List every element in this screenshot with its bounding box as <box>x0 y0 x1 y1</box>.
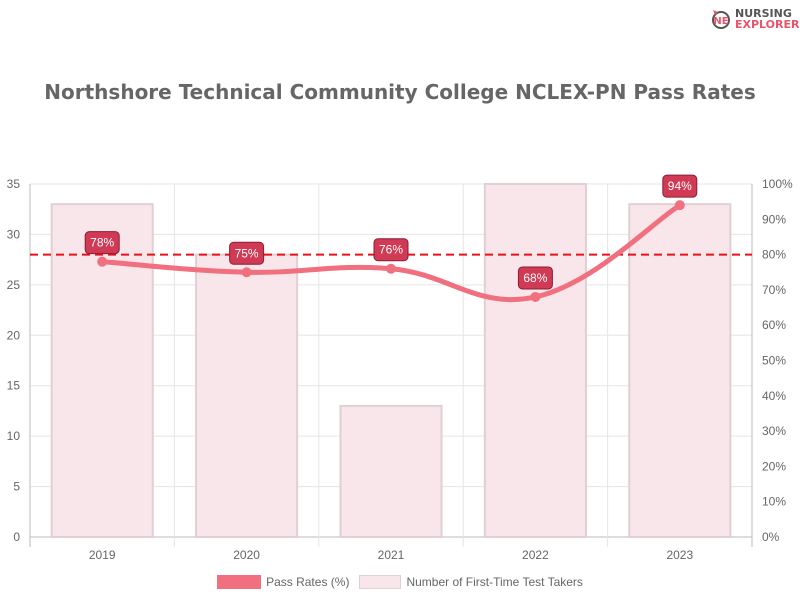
data-label-box <box>662 174 698 198</box>
bar-2020 <box>195 253 299 538</box>
nursing-explorer-logo: NE NURSING EXPLORER <box>710 8 799 30</box>
left-tick-label: 5 <box>13 480 20 494</box>
right-tick-label: 30% <box>762 424 786 438</box>
right-tick-label: 20% <box>762 459 786 473</box>
x-tick-label: 2022 <box>522 548 549 562</box>
data-label-box <box>84 231 120 255</box>
data-label: 78% <box>90 236 114 250</box>
chart-title: Northshore Technical Community College N… <box>44 80 756 104</box>
left-tick-label: 35 <box>7 177 21 191</box>
legend-item-pass-rates[interactable]: Pass Rates (%) <box>217 575 349 589</box>
x-tick-label: 2019 <box>89 548 116 562</box>
pass-rate-point-2022 <box>530 291 541 302</box>
legend-label: Pass Rates (%) <box>266 575 350 589</box>
x-tick-label: 2020 <box>233 548 260 562</box>
pass-rate-point-2021 <box>386 263 396 274</box>
x-tick-label: 2021 <box>378 548 405 562</box>
right-tick-label: 50% <box>762 354 786 368</box>
right-tick-label: 70% <box>762 283 786 297</box>
legend-swatch <box>359 575 402 589</box>
bar-2022 <box>483 183 587 538</box>
logo-line2: EXPLORER <box>735 18 800 31</box>
data-label: 68% <box>523 271 547 285</box>
data-label: 76% <box>379 243 403 257</box>
data-label-box <box>373 238 409 262</box>
left-tick-label: 15 <box>7 379 21 393</box>
left-tick-label: 20 <box>7 328 21 342</box>
legend-swatch <box>217 575 262 589</box>
bar-2021 <box>339 404 443 538</box>
data-label: 75% <box>235 246 259 260</box>
left-tick-label: 10 <box>7 429 21 443</box>
legend: Pass Rates (%) Number of First-Time Test… <box>0 575 800 589</box>
x-tick-label: 2023 <box>666 548 693 562</box>
left-tick-label: 30 <box>7 227 21 241</box>
logo-icon: NE <box>712 10 730 29</box>
right-tick-label: 90% <box>762 212 786 226</box>
pass-rate-point-2019 <box>97 256 108 267</box>
right-tick-label: 0% <box>762 530 780 544</box>
pass-rate-point-2023 <box>674 200 685 211</box>
legend-label: Number of First-Time Test Takers <box>406 575 583 589</box>
right-tick-label: 40% <box>762 389 786 403</box>
left-tick-label: 25 <box>7 278 21 292</box>
legend-item-test-takers[interactable]: Number of First-Time Test Takers <box>359 575 583 589</box>
pass-rate-point-2020 <box>241 267 252 278</box>
left-tick-label: 0 <box>13 530 20 544</box>
svg-text:NE: NE <box>713 16 728 27</box>
right-tick-label: 100% <box>762 177 793 191</box>
bar-2023 <box>628 203 732 539</box>
logo-line1: NURSING <box>735 7 792 20</box>
data-label-box <box>517 266 553 290</box>
right-tick-label: 80% <box>762 248 786 262</box>
right-tick-label: 10% <box>762 495 786 509</box>
right-tick-label: 60% <box>762 318 786 332</box>
data-label-box <box>229 241 265 265</box>
data-label: 94% <box>668 179 692 193</box>
